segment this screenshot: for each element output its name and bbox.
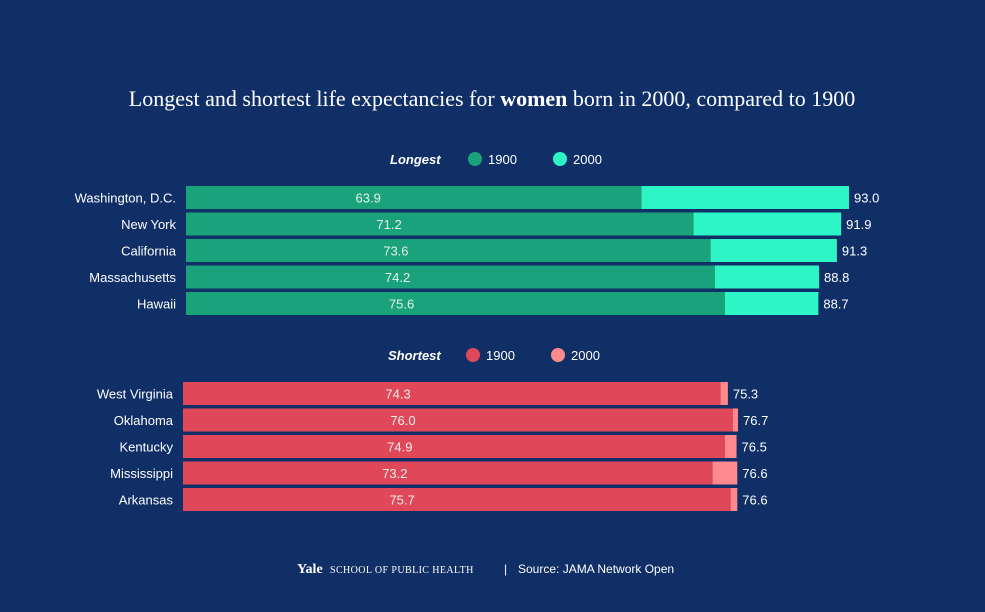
bar-1900	[183, 408, 733, 432]
bar-1900	[183, 461, 713, 485]
bar-1900	[183, 435, 725, 458]
value-label-1900: 63.9	[356, 191, 381, 206]
value-label-2000: 76.7	[743, 413, 768, 428]
legend-label-2000: 2000	[571, 348, 600, 363]
footer: Yale SCHOOL OF PUBLIC HEALTH | Source: J…	[297, 562, 674, 577]
legend-swatch-2000	[551, 348, 565, 362]
bar-1900	[186, 265, 715, 289]
chart-panel-longest: Longest 1900 2000 Washington, D.C. 63.9 93.0 N…	[75, 152, 879, 315]
chart-title: Longest and shortest life expectancies f…	[129, 86, 855, 111]
category-label: Mississippi	[110, 466, 173, 481]
value-label-1900: 74.9	[387, 440, 412, 455]
value-label-2000: 93.0	[854, 191, 879, 206]
value-label-1900: 71.2	[376, 217, 401, 232]
chart-title-bold: women	[500, 86, 567, 111]
legend-swatch-1900	[466, 348, 480, 362]
value-label-1900: 74.2	[385, 270, 410, 285]
value-label-1900: 74.3	[385, 387, 410, 402]
bar-1900	[186, 186, 642, 209]
value-label-2000: 91.9	[846, 217, 871, 232]
footer-separator: |	[504, 562, 507, 576]
footer-yale-logo: Yale	[297, 562, 323, 577]
footer-school-name: SCHOOL OF PUBLIC HEALTH	[330, 565, 474, 576]
legend-swatch-2000	[553, 152, 567, 166]
value-label-2000: 88.8	[824, 270, 849, 285]
chart-title-part1: Longest and shortest life expectancies f…	[129, 86, 500, 111]
category-label: Hawaii	[137, 297, 176, 312]
value-label-2000: 76.6	[742, 466, 767, 481]
value-label-2000: 75.3	[733, 387, 758, 402]
category-label: California	[121, 244, 177, 259]
category-label: Arkansas	[119, 493, 174, 508]
chart-title-part2: born in 2000, compared to 1900	[567, 86, 855, 111]
value-label-2000: 76.6	[742, 493, 767, 508]
bar-1900	[186, 292, 725, 315]
value-label-1900: 75.7	[389, 493, 414, 508]
value-label-2000: 76.5	[742, 440, 767, 455]
legend-label-1900: 1900	[488, 152, 517, 167]
footer-source: Source: JAMA Network Open	[518, 562, 674, 576]
bar-1900	[183, 382, 721, 405]
value-label-1900: 73.2	[382, 466, 407, 481]
chart-panels: Longest 1900 2000 Washington, D.C. 63.9 93.0 N…	[75, 152, 879, 511]
category-label: West Virginia	[97, 387, 174, 402]
bar-1900	[183, 488, 731, 511]
category-label: Kentucky	[120, 440, 174, 455]
category-label: Oklahoma	[114, 413, 174, 428]
category-label: Washington, D.C.	[75, 191, 176, 206]
value-label-1900: 76.0	[390, 413, 415, 428]
legend-label-2000: 2000	[573, 152, 602, 167]
legend-heading: Shortest	[388, 348, 441, 363]
category-label: Massachusetts	[89, 270, 176, 285]
value-label-1900: 75.6	[389, 297, 414, 312]
legend-heading: Longest	[390, 152, 441, 167]
category-label: New York	[121, 217, 176, 232]
bar-1900	[186, 212, 694, 236]
legend-label-1900: 1900	[486, 348, 515, 363]
chart-panel-shortest: Shortest 1900 2000 West Virginia 74.3 75.3 Okl…	[97, 348, 768, 511]
legend-swatch-1900	[468, 152, 482, 166]
value-label-2000: 88.7	[823, 297, 848, 312]
bar-1900	[186, 239, 711, 262]
value-label-1900: 73.6	[383, 244, 408, 259]
value-label-2000: 91.3	[842, 244, 867, 259]
